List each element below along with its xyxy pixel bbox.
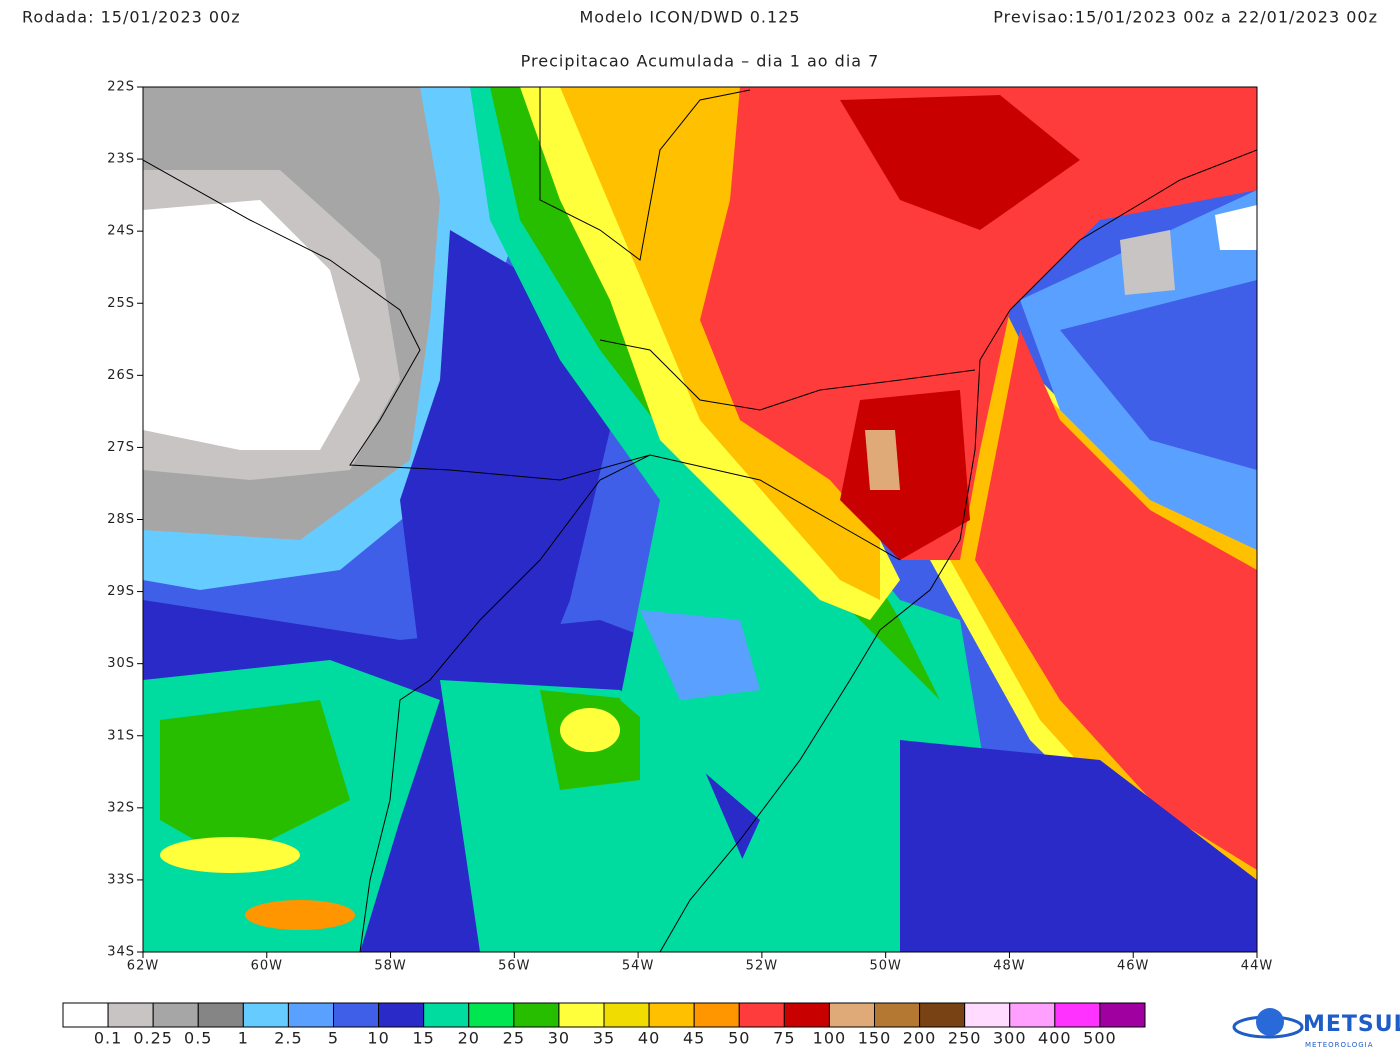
lat-label: 32S — [107, 800, 135, 815]
lon-label: 46W — [1117, 959, 1149, 974]
lon-label: 58W — [374, 959, 406, 974]
legend-swatch — [423, 1002, 470, 1028]
lat-label: 24S — [107, 224, 135, 239]
map-subtitle: Precipitacao Acumulada – dia 1 ao dia 7 — [521, 52, 880, 71]
legend-label: 0.25 — [133, 1029, 173, 1048]
legend-label: 25 — [503, 1029, 525, 1048]
lat-label: 30S — [107, 656, 135, 671]
legend-label: 400 — [1038, 1029, 1072, 1048]
legend-swatch — [1054, 1002, 1101, 1028]
legend-label: 15 — [412, 1029, 434, 1048]
legend-swatch — [242, 1002, 289, 1028]
legend-swatch — [603, 1002, 650, 1028]
lon-label: 60W — [251, 959, 283, 974]
lat-label: 22S — [107, 80, 135, 95]
legend-label: 50 — [728, 1029, 750, 1048]
legend-swatch — [1009, 1002, 1056, 1028]
lon-label: 52W — [746, 959, 778, 974]
logo-name: METSUL — [1303, 1012, 1400, 1037]
precipitation-field — [143, 87, 1257, 952]
lat-label: 29S — [107, 584, 135, 599]
model-label: Modelo ICON/DWD 0.125 — [579, 8, 800, 27]
legend-label: 150 — [858, 1029, 892, 1048]
legend-label: 10 — [367, 1029, 389, 1048]
lon-label: 56W — [498, 959, 530, 974]
legend-label: 75 — [773, 1029, 795, 1048]
logo: METSUL METEOROLOGIA — [1232, 1008, 1400, 1049]
legend-label: 250 — [948, 1029, 982, 1048]
lat-label: 27S — [107, 440, 135, 455]
legend-swatch — [378, 1002, 425, 1028]
legend-label: 35 — [593, 1029, 615, 1048]
legend-swatch — [558, 1002, 605, 1028]
legend-swatch — [62, 1002, 109, 1028]
legend-swatch — [693, 1002, 740, 1028]
legend-label: 100 — [813, 1029, 847, 1048]
legend-label: 1 — [238, 1029, 249, 1048]
forecast-label: Previsao:15/01/2023 00z a 22/01/2023 00z — [993, 8, 1378, 27]
legend-label: 45 — [683, 1029, 705, 1048]
legend-swatch — [468, 1002, 515, 1028]
legend-swatch — [107, 1002, 154, 1028]
lat-label: 23S — [107, 152, 135, 167]
legend-label: 40 — [638, 1029, 660, 1048]
legend-swatch — [783, 1002, 830, 1028]
legend-swatch — [919, 1002, 966, 1028]
legend-label: 5 — [328, 1029, 339, 1048]
legend-swatch — [1099, 1002, 1146, 1028]
lon-label: 48W — [993, 959, 1025, 974]
legend-label: 20 — [458, 1029, 480, 1048]
legend-label: 200 — [903, 1029, 937, 1048]
legend-swatch — [964, 1002, 1011, 1028]
legend-label: 300 — [993, 1029, 1027, 1048]
lon-label: 54W — [622, 959, 654, 974]
legend-label: 0.5 — [184, 1029, 212, 1048]
lat-label: 25S — [107, 296, 135, 311]
legend-swatch — [197, 1002, 244, 1028]
lat-label: 31S — [107, 728, 135, 743]
legend-label: 2.5 — [274, 1029, 302, 1048]
lat-label: 34S — [107, 945, 135, 960]
legend-swatch — [828, 1002, 876, 1028]
legend-label: 0.1 — [94, 1029, 122, 1048]
legend-label: 500 — [1083, 1029, 1117, 1048]
legend-label: 30 — [548, 1029, 570, 1048]
lat-label: 28S — [107, 512, 135, 527]
legend-swatch — [333, 1002, 380, 1028]
run-label: Rodada: 15/01/2023 00z — [22, 8, 241, 27]
lon-label: 50W — [869, 959, 901, 974]
legend-swatch — [738, 1002, 785, 1028]
lat-label: 33S — [107, 872, 135, 887]
legend-swatch — [513, 1002, 560, 1028]
logo-tagline: METEOROLOGIA — [1305, 1041, 1373, 1049]
lat-label: 26S — [107, 368, 135, 383]
legend-swatch — [648, 1002, 695, 1028]
legend-swatch — [152, 1002, 199, 1028]
legend-swatch — [874, 1002, 921, 1028]
lon-label: 62W — [127, 959, 159, 974]
lon-label: 44W — [1241, 959, 1273, 974]
legend-swatch — [287, 1002, 334, 1028]
